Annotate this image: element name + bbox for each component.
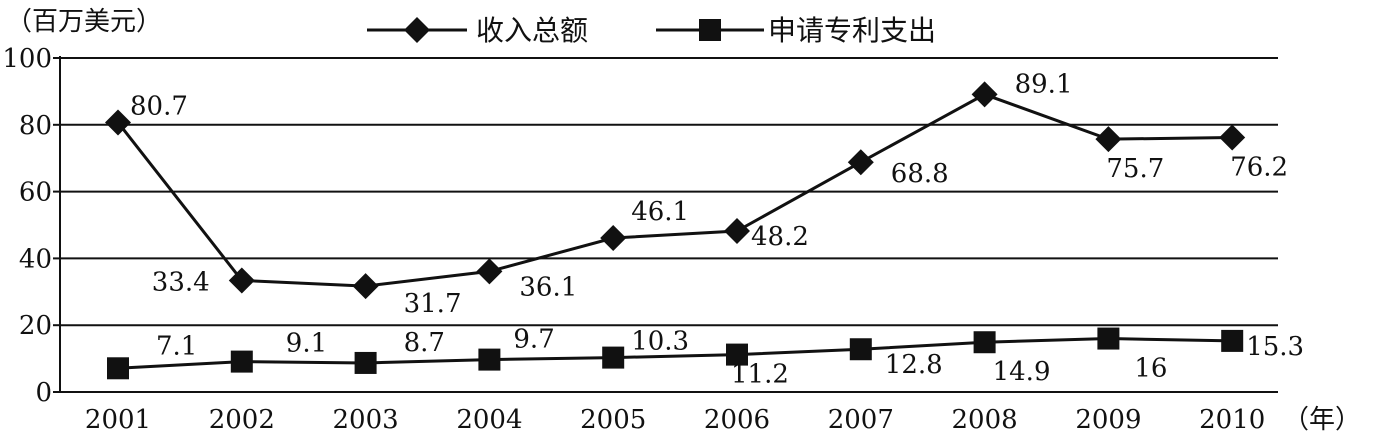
series-line-0 [116,92,1233,288]
data-label: 8.7 [404,328,445,358]
y-tick-label: 40 [19,244,52,274]
legend-square-icon [699,19,721,41]
legend-label-patent: 申请专利支出 [768,14,936,47]
diamond-marker [847,149,874,176]
data-label: 10.3 [631,327,689,357]
x-tick-label: 2003 [333,405,399,435]
series-markers [105,81,1246,380]
diamond-marker [352,273,379,300]
data-label: 9.1 [286,329,327,359]
y-tick-label: 60 [19,178,52,208]
data-label: 31.7 [404,289,462,319]
series-line-1 [117,337,1233,370]
legend-label-revenue: 收入总额 [476,14,588,47]
gridlines [60,57,1278,327]
x-tick-label: 2010 [1199,405,1265,435]
square-marker [107,357,129,380]
x-tick-label: 2008 [952,405,1018,435]
data-label: 76.2 [1230,152,1288,182]
square-marker [849,338,872,361]
square-marker [354,351,377,374]
axes [53,56,1278,393]
data-label: 14.9 [993,357,1051,387]
data-label: 16 [1134,354,1167,384]
data-label: 15.3 [1246,332,1304,362]
data-label: 80.7 [130,91,188,121]
x-tick-label: 2009 [1075,405,1141,435]
x-unit-label: （年） [1283,405,1361,435]
square-marker [478,348,501,371]
x-tick-label: 2002 [209,405,275,435]
diamond-marker [724,218,750,245]
data-label: 9.7 [513,325,554,355]
data-label: 33.4 [152,267,210,297]
diamond-marker [105,109,131,136]
data-label: 89.1 [1015,69,1073,99]
data-label: 12.8 [885,350,943,380]
diamond-marker [600,225,627,252]
diamond-marker [476,258,503,285]
data-label: 48.2 [751,222,809,252]
y-tick-labels: 0 20 40 60 80 100 [2,44,52,408]
square-marker [726,343,748,366]
x-tick-label: 2001 [85,405,151,435]
square-marker [602,346,625,369]
x-tick-label: 2004 [456,405,522,435]
y-tick-label: 0 [35,378,52,408]
y-tick-label: 80 [19,111,52,141]
data-label: 11.2 [731,360,789,390]
y-unit-label: （百万美元） [6,7,162,37]
diamond-marker [1219,124,1246,151]
series-lines [116,92,1233,370]
diamond-marker [971,81,998,108]
x-tick-label: 2005 [580,405,646,435]
legend-diamond-icon [404,17,430,43]
y-tick-label: 20 [19,311,52,341]
diamond-marker [228,267,255,294]
x-tick-label: 2006 [704,405,770,435]
data-label: 46.1 [631,197,689,227]
square-marker [1221,329,1244,352]
data-labels: 80.7 33.4 31.7 36.1 46.1 48.2 68.8 89.1 75.7 76.2… [130,69,1304,389]
data-label: 7.1 [156,331,197,361]
square-marker [1097,327,1120,350]
square-marker [230,350,253,373]
data-label: 36.1 [519,272,577,302]
data-label: 68.8 [891,159,949,189]
square-marker [973,331,996,354]
x-tick-label: 2007 [828,405,894,435]
x-tick-labels: 2001 2002 2003 2004 2005 2006 2007 2008 2009 2010 [85,405,1265,435]
data-label: 75.7 [1106,154,1164,184]
diamond-marker [1095,126,1122,153]
y-tick-label: 100 [2,44,52,74]
legend: 收入总额 申请专利支出 [367,14,936,47]
